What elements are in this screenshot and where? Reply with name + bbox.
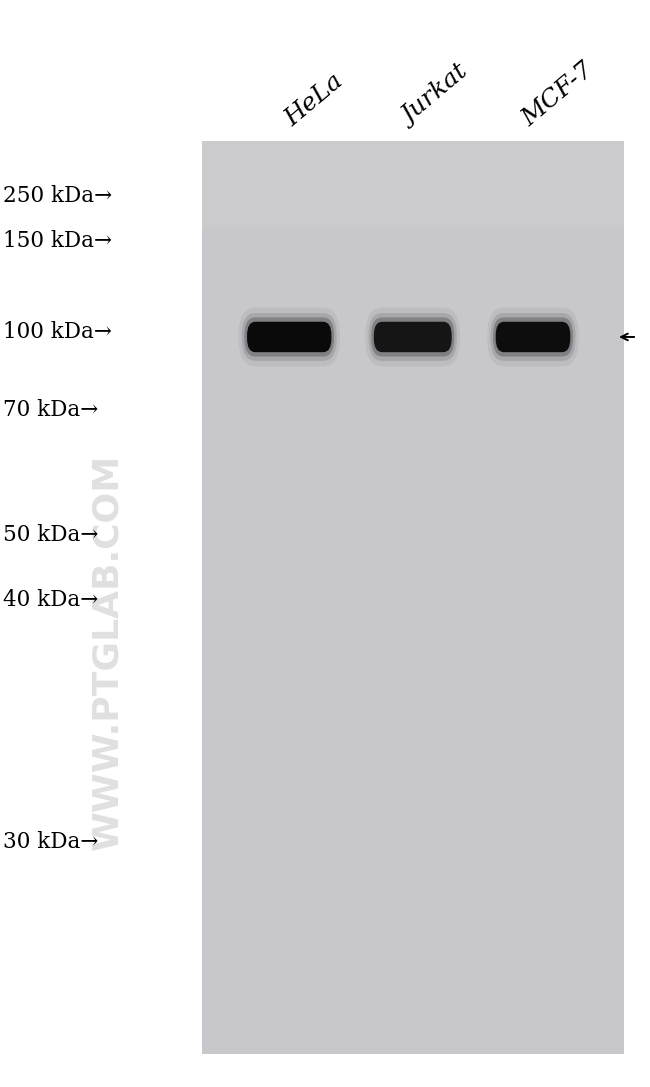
Text: HeLa: HeLa <box>281 70 348 130</box>
FancyBboxPatch shape <box>242 313 337 361</box>
FancyBboxPatch shape <box>239 308 340 366</box>
Text: 150 kDa→: 150 kDa→ <box>3 230 112 252</box>
Text: MCF-7: MCF-7 <box>518 58 599 130</box>
Text: WWW.PTGLAB.COM: WWW.PTGLAB.COM <box>90 454 124 850</box>
FancyBboxPatch shape <box>496 322 570 352</box>
Text: 30 kDa→: 30 kDa→ <box>3 832 99 853</box>
FancyBboxPatch shape <box>369 313 457 361</box>
Text: 70 kDa→: 70 kDa→ <box>3 399 99 421</box>
FancyBboxPatch shape <box>493 317 573 357</box>
Text: 50 kDa→: 50 kDa→ <box>3 524 99 546</box>
FancyBboxPatch shape <box>374 322 452 352</box>
Text: 40 kDa→: 40 kDa→ <box>3 589 99 611</box>
Text: 100 kDa→: 100 kDa→ <box>3 321 112 342</box>
Text: Jurkat: Jurkat <box>398 63 473 130</box>
Text: 250 kDa→: 250 kDa→ <box>3 185 112 207</box>
FancyBboxPatch shape <box>371 317 454 357</box>
FancyBboxPatch shape <box>491 313 575 361</box>
FancyBboxPatch shape <box>365 308 460 366</box>
Bar <box>202 141 624 1054</box>
FancyBboxPatch shape <box>244 317 334 357</box>
FancyBboxPatch shape <box>488 308 578 366</box>
FancyBboxPatch shape <box>247 322 332 352</box>
Bar <box>202 141 624 228</box>
